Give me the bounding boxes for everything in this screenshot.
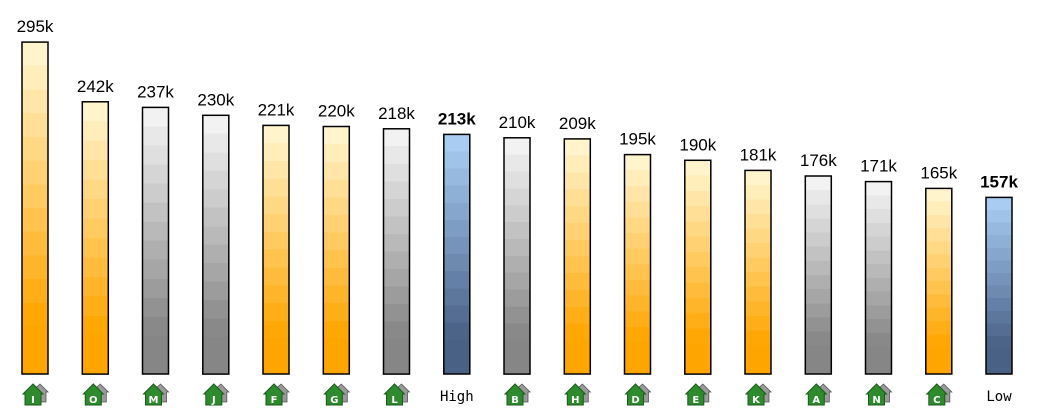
category-label-d: D bbox=[631, 395, 639, 406]
value-label-o: 242k bbox=[77, 77, 114, 96]
bar-low bbox=[985, 196, 1013, 375]
category-label-high: High bbox=[440, 389, 474, 405]
category-label-i: I bbox=[31, 395, 35, 406]
value-label-k: 181k bbox=[740, 145, 777, 164]
bar-h bbox=[563, 138, 592, 375]
bar-high bbox=[443, 133, 471, 375]
value-label-j: 230k bbox=[197, 90, 234, 109]
bar-i bbox=[21, 41, 49, 375]
category-label-k: K bbox=[752, 395, 761, 406]
value-label-b: 210k bbox=[499, 113, 536, 132]
category-label-j: J bbox=[211, 395, 216, 406]
category-label-b: B bbox=[511, 395, 519, 406]
value-label-d: 195k bbox=[619, 130, 656, 149]
bar-f bbox=[262, 124, 290, 375]
bar-n bbox=[864, 180, 893, 375]
value-label-m: 237k bbox=[137, 82, 174, 101]
house-icon-m: M bbox=[142, 383, 170, 406]
category-label-f: F bbox=[271, 395, 278, 406]
bar-k bbox=[744, 169, 772, 375]
bar-l bbox=[382, 128, 411, 375]
bar-e bbox=[684, 159, 712, 375]
category-label-m: M bbox=[149, 395, 159, 406]
house-icon-i: I bbox=[21, 383, 49, 406]
category-label-o: O bbox=[89, 395, 98, 406]
value-label-f: 221k bbox=[258, 100, 295, 119]
house-icon-a: A bbox=[805, 383, 833, 406]
value-label-g: 220k bbox=[318, 102, 355, 121]
category-label-g: G bbox=[330, 395, 338, 406]
category-label-e: E bbox=[692, 395, 699, 406]
house-icon-b: B bbox=[503, 383, 531, 406]
house-icon-o: O bbox=[82, 383, 110, 406]
value-label-c: 165k bbox=[920, 163, 957, 182]
category-label-n: N bbox=[872, 395, 880, 406]
house-icon-l: L bbox=[383, 383, 411, 406]
bar-o bbox=[81, 101, 110, 375]
bar-d bbox=[623, 153, 652, 375]
value-label-n: 171k bbox=[860, 157, 897, 176]
category-label-a: A bbox=[812, 395, 820, 406]
house-icon-c: C bbox=[925, 383, 953, 406]
house-icon-f: F bbox=[262, 383, 290, 406]
house-icon-j: J bbox=[202, 383, 230, 406]
category-labels-group: I O M J F G L High B H D E K A N C Low bbox=[21, 383, 1012, 406]
house-icon-h: H bbox=[564, 383, 592, 406]
category-label-c: C bbox=[933, 395, 940, 406]
bar-b bbox=[503, 137, 531, 375]
bar-g bbox=[322, 125, 351, 375]
value-label-i: 295k bbox=[17, 17, 54, 36]
value-labels-group: 295k 242k 237k 230k 221k 220k 218k 213k 210k 209k… bbox=[17, 17, 1019, 191]
bars-group bbox=[21, 41, 1013, 375]
value-label-a: 176k bbox=[800, 151, 837, 170]
value-label-h: 209k bbox=[559, 114, 596, 133]
value-label-high: 213k bbox=[438, 109, 476, 128]
category-label-h: H bbox=[571, 395, 579, 406]
value-label-e: 190k bbox=[679, 135, 716, 154]
category-label-l: L bbox=[391, 395, 398, 406]
bar-c bbox=[925, 187, 953, 375]
bar-a bbox=[804, 175, 833, 375]
house-icon-k: K bbox=[744, 383, 772, 406]
value-label-low: 157k bbox=[980, 172, 1018, 191]
bar-m bbox=[141, 106, 170, 375]
house-icon-g: G bbox=[323, 383, 351, 406]
house-icon-n: N bbox=[865, 383, 893, 406]
category-label-low: Low bbox=[986, 389, 1012, 405]
value-label-l: 218k bbox=[378, 104, 415, 123]
house-icon-d: D bbox=[624, 383, 652, 406]
house-icon-e: E bbox=[684, 383, 712, 406]
bar-j bbox=[202, 114, 230, 375]
